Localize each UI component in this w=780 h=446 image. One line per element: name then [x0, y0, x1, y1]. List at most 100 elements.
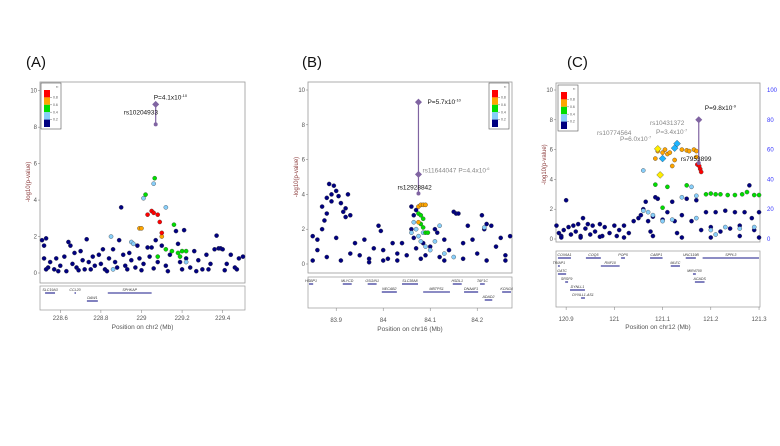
gene-label: HSBP1: [305, 279, 317, 283]
legend-tick-label: 0.8: [53, 96, 58, 100]
snp-point: [626, 230, 632, 236]
snp-point: [631, 218, 636, 224]
x-tick-label: 121.1: [655, 317, 671, 323]
p-value-exponent: -7: [684, 128, 688, 133]
snp-point: [409, 204, 414, 209]
snp-point: [208, 261, 213, 267]
snp-point: [703, 192, 709, 197]
legend-swatch: [492, 119, 498, 127]
y-tick-label: 10: [298, 88, 305, 94]
snp-point: [55, 268, 61, 274]
snp-point: [47, 259, 53, 265]
lead-snp-label: rs12928842: [397, 185, 432, 192]
snp-point: [108, 234, 114, 239]
snp-point: [718, 192, 723, 197]
y2-tick-label: 0: [767, 237, 771, 243]
snp-point: [187, 265, 193, 270]
snp-point: [416, 219, 421, 225]
snp-point: [200, 267, 205, 272]
legend-swatch: [561, 114, 567, 122]
gene-label: SLC38A8: [402, 279, 417, 283]
snp-point: [587, 232, 593, 237]
gene-label: KCNG4: [500, 287, 512, 291]
snp-point: [694, 197, 699, 203]
snp-point: [86, 259, 91, 265]
snp-point: [104, 268, 110, 274]
snp-point: [322, 218, 327, 223]
snp-point: [98, 261, 104, 267]
snp-point: [641, 168, 646, 173]
y-tick-label: 0: [550, 237, 554, 243]
gene-label: SRSF9: [561, 277, 573, 281]
lead-snp-label: rs7953899: [681, 156, 712, 163]
y-tick-label: 2: [34, 235, 38, 241]
snp-point: [559, 235, 564, 240]
y-tick-label: 4: [302, 192, 306, 198]
gene-label: CABP1: [650, 253, 662, 257]
snp-point: [614, 233, 620, 239]
snp-point: [163, 247, 169, 252]
snp-point: [718, 229, 723, 234]
snp-point: [585, 221, 591, 227]
snp-point: [756, 192, 762, 198]
snp-point: [653, 156, 658, 161]
snp-point: [437, 254, 442, 260]
snp-point: [64, 268, 69, 274]
snp-point: [143, 192, 148, 197]
snp-point: [362, 237, 367, 242]
snp-point: [366, 259, 372, 265]
snp-point: [679, 147, 685, 152]
snp-point: [665, 184, 670, 190]
snp-point: [660, 218, 665, 224]
lead-snp-label: rs10204933: [124, 109, 159, 116]
snp-point: [348, 213, 353, 218]
snp-point: [756, 235, 762, 240]
legend-swatch: [44, 119, 50, 127]
combined-snp-marker: [414, 98, 422, 106]
snp-point: [484, 258, 489, 263]
p-value-exponent: -6: [486, 166, 490, 171]
snp-point: [62, 254, 67, 259]
snp-point: [411, 213, 417, 218]
snp-point: [204, 252, 209, 258]
snp-point: [460, 256, 466, 262]
snp-point: [125, 267, 130, 272]
legend-tick-label: 0.2: [570, 120, 575, 124]
snp-point: [348, 251, 353, 256]
snp-point: [169, 248, 175, 254]
snp-point: [561, 227, 566, 233]
snp-point: [68, 243, 73, 248]
gene-label: SPHKAP: [122, 288, 137, 292]
snp-point: [127, 250, 132, 256]
secondary-p-value: P=3.4x10-7: [656, 128, 688, 137]
x-axis-label: Position on chr2 (Mb): [112, 324, 174, 331]
snp-point: [456, 211, 461, 216]
x-tick-label: 121: [609, 317, 620, 323]
y2-tick-label: 20: [767, 207, 774, 213]
snp-point: [725, 192, 730, 198]
snp-point: [679, 235, 685, 240]
snp-point: [583, 226, 588, 231]
snp-point: [376, 223, 381, 228]
snp-point: [573, 229, 579, 234]
gene-label: HSDL1: [451, 279, 463, 283]
snp-point: [653, 182, 658, 187]
r2-legend: r² 0.8 0.6 0.4 0.2: [488, 82, 510, 130]
snp-point: [155, 212, 160, 217]
snp-point: [159, 230, 165, 236]
panel-label: (C): [567, 54, 588, 71]
snp-point: [713, 232, 718, 237]
snp-point: [310, 258, 315, 263]
snp-point: [340, 209, 346, 215]
snp-point: [689, 218, 694, 224]
panel-b: (B) 0 2 4 6 8 10 -log10(p-value) P=5.7x10-10 rs12…: [294, 54, 513, 333]
snp-point: [72, 250, 77, 256]
gene-label: POP5: [618, 253, 628, 257]
y2-tick-label: 40: [767, 177, 774, 183]
snp-point: [413, 226, 419, 232]
legend-swatch: [492, 112, 498, 120]
gene-label: MLYCD: [341, 279, 354, 283]
snp-point: [413, 207, 419, 213]
legend-swatch: [44, 104, 50, 113]
